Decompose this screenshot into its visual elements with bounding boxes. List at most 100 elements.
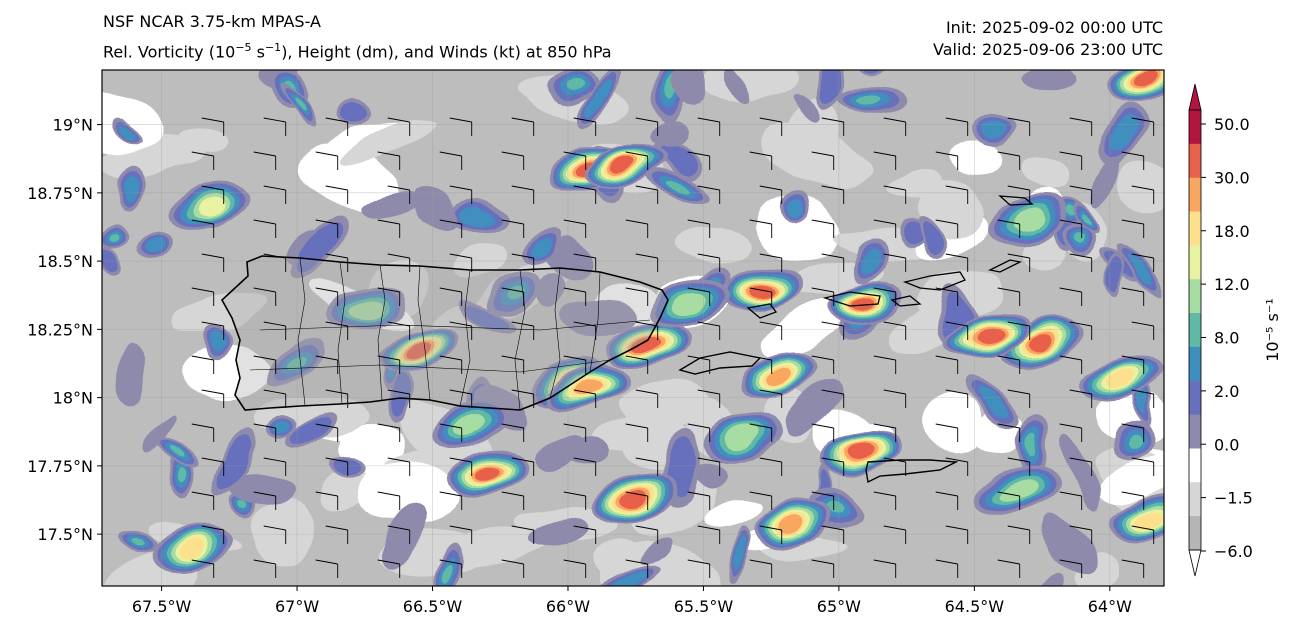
texture-patch	[451, 244, 508, 284]
streak-contour	[919, 218, 944, 253]
vorticity-streak	[916, 213, 947, 258]
texture-patch	[252, 502, 316, 565]
wind-barb	[687, 151, 711, 170]
wind-barb	[749, 287, 773, 306]
streak-contour	[671, 70, 709, 105]
wind-barb	[263, 185, 287, 204]
streak-contour	[1108, 116, 1134, 152]
wind-barb	[501, 151, 525, 170]
streak-contour	[653, 120, 687, 146]
vorticity-maximum	[947, 313, 1028, 362]
wind-barb	[935, 219, 959, 238]
wind-barb	[511, 457, 535, 476]
wind-barb	[1121, 491, 1145, 510]
vorticity-maximum	[649, 278, 730, 326]
vorticity-streak	[639, 540, 673, 567]
wind-barb	[873, 219, 897, 238]
wind-barb	[563, 491, 587, 510]
wind-barb	[263, 525, 287, 544]
wind-barb	[253, 287, 277, 306]
wind-barb	[511, 321, 535, 340]
wind-barb	[821, 321, 845, 340]
vorticity-streak	[292, 215, 345, 281]
vorticity-streak	[535, 272, 567, 308]
streak-contour	[670, 183, 694, 194]
tortola-outline	[902, 271, 966, 291]
streak-contour	[528, 235, 550, 256]
texture-patch	[1117, 161, 1164, 211]
vorticity-streak	[545, 70, 600, 104]
streak-contour	[662, 142, 698, 179]
wind-barb	[563, 151, 587, 170]
wind-barb	[821, 253, 845, 272]
wind-barb	[1007, 185, 1031, 204]
wind-barb	[883, 389, 907, 408]
wind-barb	[687, 219, 711, 238]
wind-barb	[201, 253, 225, 272]
wind-barb	[201, 389, 225, 408]
wind-barb	[1007, 457, 1031, 476]
wind-barb	[625, 219, 649, 238]
wind-barb	[315, 219, 339, 238]
wind-barb	[697, 389, 721, 408]
wind-barb	[635, 117, 659, 136]
colorbar-segment	[1189, 380, 1201, 416]
vorticity-streak	[692, 463, 727, 492]
wind-barb	[1131, 253, 1155, 272]
wind-barb	[1131, 525, 1155, 544]
wind-barb	[687, 559, 711, 578]
wind-barb	[997, 355, 1021, 374]
streak-contour	[1060, 438, 1101, 510]
wind-barb	[1131, 389, 1155, 408]
culebra-outline	[746, 303, 778, 319]
wind-barb	[935, 423, 959, 442]
streak-contour	[330, 460, 364, 478]
wind-barb	[387, 321, 411, 340]
vorticity-streak	[144, 412, 174, 455]
wind-barb	[573, 457, 597, 476]
colorbar-segment	[1189, 177, 1201, 213]
vorticity-maximum	[609, 319, 690, 367]
vorticity-streak	[136, 232, 172, 263]
wind-barb	[625, 559, 649, 578]
vorticity-streak	[381, 503, 427, 569]
wind-barb	[625, 423, 649, 442]
streak-contour	[983, 119, 1006, 140]
streak-contour	[1027, 433, 1039, 459]
streak-contour	[381, 503, 427, 569]
wind-barb	[439, 491, 463, 510]
wind-barb	[749, 151, 773, 170]
vorticity-streak	[229, 470, 290, 508]
y-tick-label: 18.5°N	[37, 252, 93, 271]
streak-contour	[414, 185, 460, 237]
texture-patch	[172, 291, 269, 334]
wind-barb	[263, 457, 287, 476]
wind-barb	[315, 287, 339, 306]
wind-barb	[315, 151, 339, 170]
vorticity-streak	[730, 524, 748, 582]
colorbar-tick-label: −6.0	[1214, 542, 1253, 561]
wind-barb	[377, 559, 401, 578]
wind-barb	[873, 423, 897, 442]
vorticity-streak	[1104, 254, 1124, 297]
wind-barb	[759, 389, 783, 408]
streak-contour	[525, 514, 589, 548]
wind-barb	[387, 457, 411, 476]
wind-barb	[1007, 253, 1031, 272]
wind-barb	[253, 355, 277, 374]
wind-barb	[625, 355, 649, 374]
colorbar-tick-label: 18.0	[1214, 222, 1250, 241]
streak-contour	[176, 463, 185, 481]
vorticity-streak	[206, 323, 232, 359]
wind-barb	[749, 219, 773, 238]
wind-barb	[883, 525, 907, 544]
wind-barb	[1059, 219, 1083, 238]
vorticity-streak	[788, 379, 844, 436]
wind-barb	[749, 355, 773, 374]
vorticity-maximum	[154, 524, 235, 572]
wind-barb	[997, 559, 1021, 578]
streak-contour	[505, 284, 524, 300]
colorbar-frame	[1188, 109, 1202, 551]
wind-barb	[201, 525, 225, 544]
vorticity-maximum	[595, 474, 676, 523]
